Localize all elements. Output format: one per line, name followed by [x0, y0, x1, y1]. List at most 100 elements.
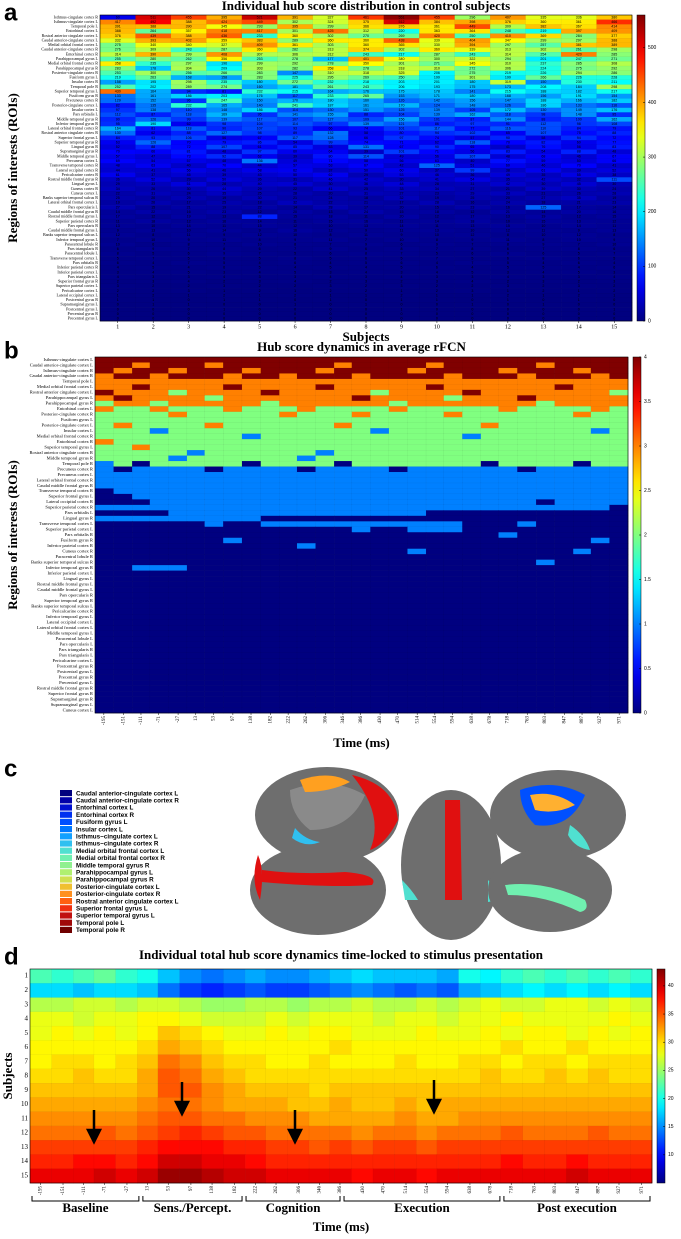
cell	[114, 516, 133, 522]
colorbar-tick-label: 15	[668, 1124, 674, 1130]
cell	[517, 625, 536, 631]
cell	[261, 593, 280, 599]
cell	[416, 998, 437, 1013]
cell	[407, 434, 426, 440]
cell-value: 164	[115, 127, 121, 131]
cell	[95, 434, 114, 440]
cell	[180, 1154, 202, 1169]
cell	[297, 456, 316, 462]
cell	[407, 362, 426, 368]
cell-value: 67	[258, 136, 262, 140]
cell-value: 266	[540, 76, 546, 80]
cell	[316, 576, 335, 582]
cell	[481, 609, 499, 615]
cell	[187, 603, 205, 609]
cell	[573, 406, 591, 412]
cell	[444, 467, 463, 473]
cell	[205, 412, 224, 418]
cell-value: 319	[505, 80, 511, 84]
cell-value: 201	[434, 80, 440, 84]
cell-value: 80	[329, 154, 333, 158]
cell	[591, 571, 610, 577]
cell-value: 8	[507, 242, 509, 246]
cell-value: 49	[293, 159, 297, 163]
cell	[223, 1112, 245, 1127]
cell	[591, 631, 610, 637]
cell	[426, 472, 444, 478]
cell-value: 202	[150, 85, 156, 89]
cell	[223, 395, 242, 401]
cell	[330, 998, 352, 1013]
cell	[499, 357, 518, 363]
cell	[287, 1055, 309, 1070]
cell	[334, 357, 352, 363]
cell-value: 302	[398, 48, 404, 52]
cell-value: 0	[188, 298, 190, 302]
cell-value: 20	[399, 215, 403, 219]
cell	[462, 461, 481, 467]
cell	[150, 702, 169, 708]
x-tick-label: 430	[361, 1186, 366, 1194]
cell	[523, 1040, 545, 1055]
cell	[389, 543, 408, 549]
cell	[444, 653, 463, 659]
cell-value: 8	[259, 238, 261, 242]
cell	[407, 631, 426, 637]
cell	[132, 532, 150, 538]
cell-value: 46	[435, 173, 439, 177]
cell	[407, 395, 426, 401]
cell	[261, 691, 280, 697]
cell-value: 182	[611, 99, 617, 103]
cell-value: 31	[364, 191, 368, 195]
cell	[279, 691, 297, 697]
cell	[116, 969, 138, 984]
cell-value: 0	[188, 312, 190, 316]
cell-value: 22	[151, 210, 155, 214]
cell	[573, 516, 591, 522]
row-label: Inferior temporal gyrus R	[46, 565, 94, 570]
cell	[137, 1012, 158, 1027]
cell	[309, 1169, 330, 1184]
cell	[426, 477, 444, 483]
cell	[261, 527, 280, 533]
cell-value: 0	[259, 303, 261, 307]
cell	[223, 362, 242, 368]
cell	[444, 368, 463, 374]
cell-value: 375	[363, 20, 369, 24]
cell-value: 7	[613, 252, 615, 256]
cell	[351, 1069, 373, 1084]
cell	[517, 571, 536, 577]
cell	[205, 691, 224, 697]
cell-value: 11	[293, 219, 297, 223]
cell-value: 0	[365, 312, 367, 316]
cell	[150, 439, 169, 445]
cell-value: 6	[400, 242, 402, 246]
cell	[426, 593, 444, 599]
cell-value: 209	[221, 66, 227, 70]
cell	[297, 357, 316, 363]
cell-value: 30	[258, 196, 262, 200]
cell	[462, 428, 481, 434]
cell	[555, 428, 574, 434]
cell	[545, 1112, 567, 1127]
cell-value: 81	[187, 150, 191, 154]
cell-value: 1	[507, 289, 509, 293]
cell-value: 162	[469, 113, 475, 117]
cell	[242, 598, 261, 604]
cell	[95, 516, 114, 522]
colorbar	[637, 15, 645, 321]
cell	[205, 603, 224, 609]
cell-value: 175	[398, 89, 404, 93]
cell-value: 0	[613, 303, 615, 307]
cell-value: 297	[576, 38, 582, 42]
cell	[261, 412, 280, 418]
cell	[352, 609, 371, 615]
cell	[630, 1169, 652, 1184]
cell-value: 4	[613, 261, 615, 265]
cell	[316, 603, 335, 609]
legend-swatch	[60, 912, 72, 918]
cell-value: 42	[364, 178, 368, 182]
cell	[370, 516, 389, 522]
x-tick-label: 887	[580, 716, 585, 724]
cell	[352, 669, 371, 675]
